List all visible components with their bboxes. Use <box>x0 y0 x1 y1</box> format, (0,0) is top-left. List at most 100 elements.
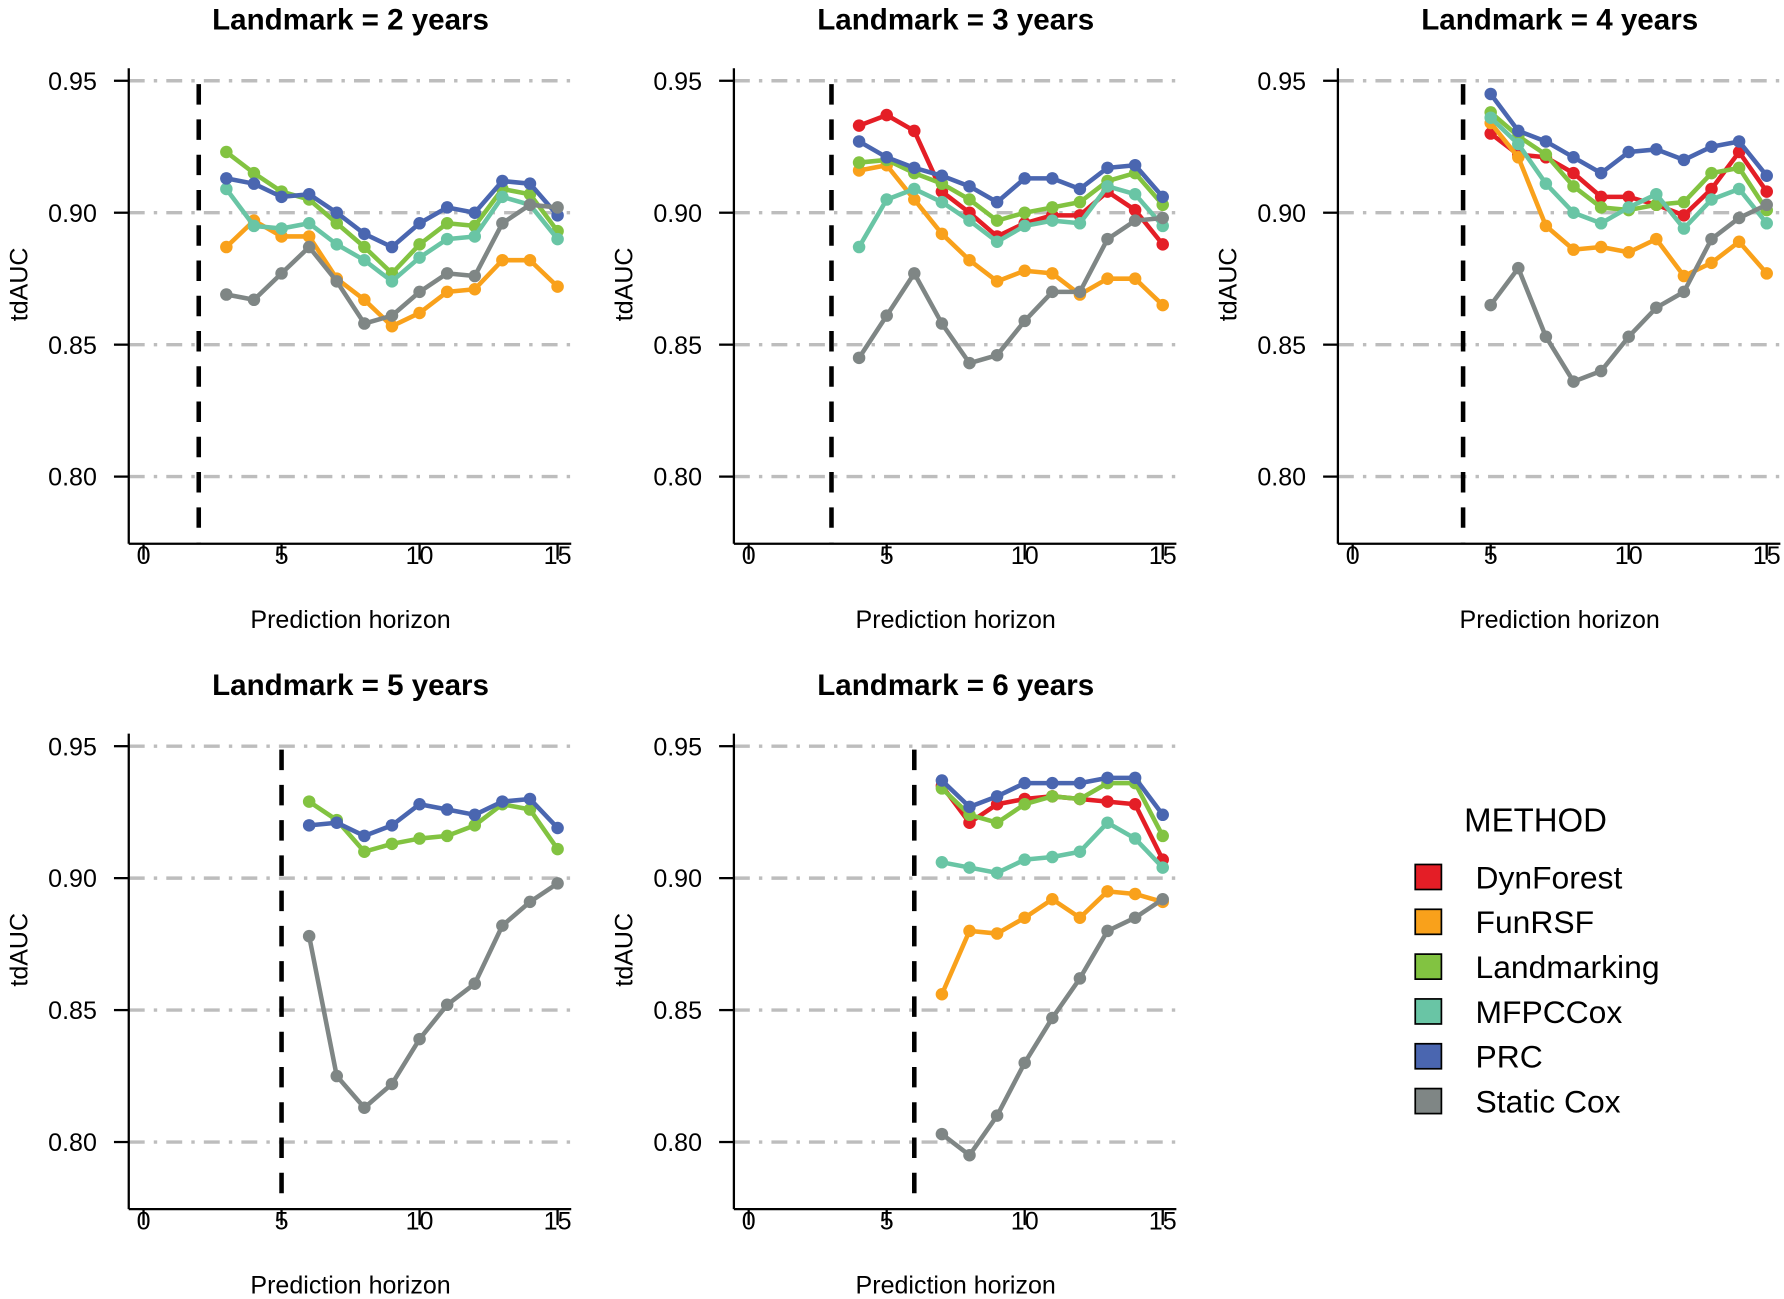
y-tick-label: 0.80 <box>653 1129 702 1157</box>
data-point <box>302 217 316 230</box>
legend-item: PRC <box>1414 1039 1543 1075</box>
data-point <box>1484 87 1497 101</box>
data-point <box>275 267 288 280</box>
data-point <box>990 195 1004 209</box>
data-point <box>935 1127 949 1141</box>
data-point <box>523 177 537 190</box>
data-point <box>413 832 426 845</box>
data-point <box>1018 853 1031 866</box>
data-point <box>990 1109 1004 1122</box>
x-tick-label: 15 <box>1149 542 1177 570</box>
data-point <box>523 187 537 201</box>
data-point <box>1128 158 1142 172</box>
data-point <box>1650 232 1663 246</box>
data-point <box>935 227 949 241</box>
y-tick-label: 0.90 <box>653 200 702 228</box>
data-point <box>413 797 426 811</box>
y-tick-label: 0.80 <box>653 464 702 492</box>
data-point <box>468 269 482 283</box>
data-point <box>935 987 949 1001</box>
legend-item: Static Cox <box>1414 1083 1621 1119</box>
panel-title: Landmark = 5 years <box>212 669 489 702</box>
series-line <box>307 799 560 855</box>
data-point <box>1101 232 1114 246</box>
x-tick-label: 5 <box>275 1208 289 1236</box>
x-axis-label: Prediction horizon <box>856 606 1056 634</box>
panel-title: Landmark = 4 years <box>1421 4 1698 37</box>
x-tick-label: 5 <box>880 1208 894 1236</box>
data-point <box>963 861 976 874</box>
data-point <box>908 193 921 206</box>
y-axis-label: tdAUC <box>6 913 34 987</box>
legend-swatch <box>1414 863 1443 891</box>
data-point <box>275 190 288 204</box>
data-point <box>880 193 893 206</box>
data-point <box>330 238 344 251</box>
data-point <box>1101 771 1114 785</box>
series-line <box>308 796 560 839</box>
data-point <box>275 222 288 235</box>
x-tick-label: 15 <box>1753 542 1781 570</box>
data-point <box>1156 892 1169 906</box>
data-point <box>963 193 976 206</box>
x-axis-label: Prediction horizon <box>856 1271 1056 1299</box>
legend-label: Static Cox <box>1476 1083 1621 1119</box>
data-point <box>1046 776 1059 790</box>
legend-swatch <box>1414 908 1443 936</box>
data-point <box>1760 217 1773 230</box>
data-point <box>1650 301 1663 314</box>
data-point <box>302 240 316 254</box>
data-point <box>990 275 1004 288</box>
series-line <box>857 215 1163 366</box>
data-point <box>1594 166 1608 180</box>
data-point <box>247 219 261 233</box>
data-point <box>1512 261 1525 275</box>
x-tick-label: 5 <box>275 542 289 570</box>
data-point <box>358 227 371 241</box>
data-point <box>852 240 866 254</box>
data-point <box>1073 182 1087 196</box>
data-point <box>1539 330 1553 343</box>
data-point <box>523 803 537 816</box>
data-point <box>1539 135 1553 148</box>
y-axis-label: tdAUC <box>6 248 34 322</box>
data-point <box>413 238 426 251</box>
data-point <box>1594 364 1608 378</box>
data-point <box>1156 211 1169 225</box>
data-point <box>1484 298 1497 312</box>
x-tick-label: 5 <box>880 542 894 570</box>
legend-item: Landmarking <box>1414 949 1660 985</box>
data-point <box>1018 219 1031 233</box>
series-funrsf <box>852 158 1169 312</box>
data-point <box>385 240 399 254</box>
data-point <box>551 232 564 246</box>
panel-title: Landmark = 2 years <box>212 4 489 37</box>
series-mfpccox <box>1484 111 1773 235</box>
chart-panel: 0.80 0.85 0.90 0.95 0 5 10 15 Landmark = 3 years… <box>611 4 1177 634</box>
chart-panel: 0.80 0.85 0.90 0.95 0 5 10 15 Landmark = 2 years… <box>6 4 572 634</box>
legend-swatch <box>1414 998 1443 1025</box>
data-point <box>1018 206 1031 219</box>
y-tick-label: 0.90 <box>653 865 702 893</box>
data-point <box>1567 151 1580 164</box>
data-point <box>1677 285 1691 299</box>
data-point <box>1512 137 1525 151</box>
data-point <box>1732 161 1746 175</box>
data-point <box>330 275 344 288</box>
legend-swatch <box>1414 953 1443 980</box>
data-point <box>385 275 399 288</box>
data-point <box>1073 972 1087 985</box>
data-point <box>1128 832 1142 845</box>
data-point <box>358 829 371 843</box>
data-point <box>1046 285 1059 299</box>
series-line <box>1488 202 1768 384</box>
data-point <box>1073 217 1087 230</box>
data-point <box>551 877 564 890</box>
data-point <box>523 792 537 806</box>
data-point <box>413 217 426 230</box>
data-point <box>1594 190 1608 204</box>
series-prc <box>220 172 564 254</box>
data-point <box>1650 143 1663 156</box>
data-point <box>908 267 921 280</box>
data-point <box>990 214 1004 227</box>
